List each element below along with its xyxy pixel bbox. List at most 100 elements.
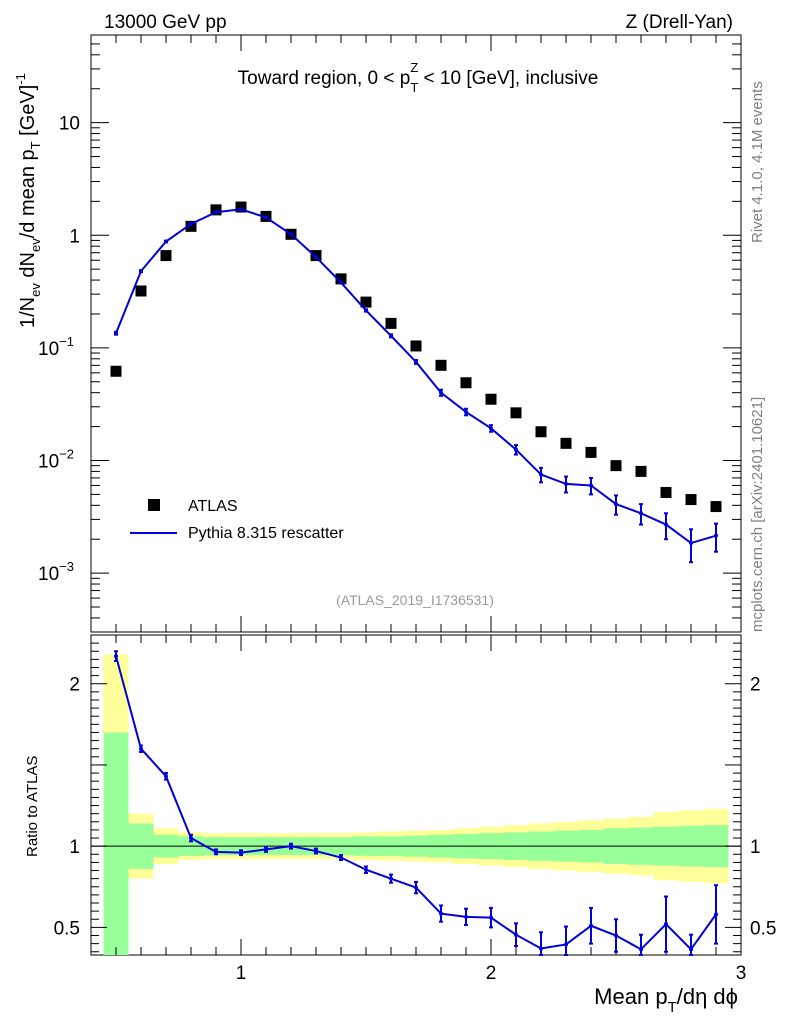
atlas-data-point	[410, 340, 422, 352]
ratio-point	[589, 923, 593, 928]
legend: ATLAS Pythia 8.315 rescatter	[130, 498, 344, 542]
pythia-point	[114, 331, 118, 336]
pythia-line	[115, 208, 717, 545]
ratio-point	[714, 912, 718, 917]
ratio-point	[664, 922, 668, 927]
ratio-point	[339, 855, 343, 860]
atlas-data-point	[610, 460, 622, 472]
atlas-data-point	[460, 377, 472, 389]
ratio-point	[289, 844, 293, 849]
atlas-data-point	[485, 393, 497, 405]
ratio-point	[314, 849, 318, 854]
atlas-data-point	[585, 446, 597, 458]
atlas-data-point	[635, 465, 647, 477]
ratio-point	[364, 867, 368, 872]
pythia-point	[439, 390, 443, 395]
pythia-point	[714, 533, 718, 538]
atlas-data-point	[335, 273, 347, 285]
pythia-point	[514, 447, 518, 452]
main-axes: 10 1 10−1 10−2 10−3	[38, 34, 742, 633]
pythia-point	[589, 483, 593, 488]
legend-atlas-marker	[148, 499, 160, 511]
atlas-data-point	[385, 317, 397, 329]
ratio-point	[689, 947, 693, 952]
title-part-2: < 10 [GeV], inclusive	[418, 68, 598, 89]
analysis-id: (ATLAS_2019_I1736531)	[336, 592, 494, 608]
atlas-data-point	[535, 426, 547, 438]
ratio-point	[439, 911, 443, 916]
ratio-y-tick-label-right: 0.5	[750, 918, 776, 939]
pythia-point	[314, 255, 318, 260]
ratio-axes: 1 2 3 0.5 0.5 1 1 2 2	[54, 634, 776, 984]
ratio-point	[539, 946, 543, 951]
ratio-y-tick-label: 1	[69, 837, 80, 858]
pythia-point	[564, 481, 568, 486]
ratio-point	[639, 947, 643, 952]
pythia-point	[289, 232, 293, 237]
pythia-point	[664, 522, 668, 527]
main-plot-frame	[90, 34, 742, 633]
ratio-point	[489, 915, 493, 920]
ratio-plot-frame	[90, 634, 742, 956]
ratio-point	[514, 932, 518, 937]
ratio-y-tick-label: 2	[69, 675, 80, 696]
pythia-point	[264, 215, 268, 220]
ratio-y-tick-label-right: 2	[750, 675, 761, 696]
pythia-point	[464, 409, 468, 414]
legend-atlas-label: ATLAS	[188, 498, 238, 515]
main-y-tick-label: 10	[59, 114, 80, 135]
pythia-point	[364, 308, 368, 313]
pythia-point	[389, 333, 393, 338]
ratio-point	[564, 942, 568, 947]
ratio-point	[139, 746, 143, 751]
ratio-point	[114, 654, 118, 659]
atlas-data-point	[360, 296, 372, 308]
atlas-data-point	[560, 437, 572, 449]
legend-pythia-label: Pythia 8.315 rescatter	[188, 525, 344, 542]
x-tick-label: 1	[236, 963, 247, 984]
title-part-1: Toward region, 0 < p	[238, 68, 411, 89]
main-y-label: 1/Nev dNev/d mean pT [GeV]-1	[13, 73, 43, 328]
ratio-point	[189, 836, 193, 841]
pythia-point	[689, 541, 693, 546]
rivet-label: Rivet 4.1.0, 4.1M events	[749, 81, 766, 243]
ratio-point	[464, 914, 468, 919]
main-y-tick-label: 1	[69, 226, 80, 247]
pythia-point	[339, 280, 343, 285]
header-energy: 13000 GeV pp	[104, 12, 227, 33]
atlas-data-point	[710, 501, 722, 513]
title-sub: T	[410, 80, 418, 95]
pythia-point	[189, 221, 193, 226]
pythia-point	[139, 269, 143, 274]
x-axis-label: Mean pT/dη dϕ	[594, 984, 738, 1016]
atlas-data-point	[510, 407, 522, 419]
pythia-point	[489, 426, 493, 431]
ratio-uncertainty-bands	[103, 654, 729, 955]
ratio-y-label: Ratio to ATLAS	[24, 756, 41, 857]
ratio-point	[389, 876, 393, 881]
green-band-bin	[103, 732, 129, 955]
main-title: Toward region, 0 < pTZ < 10 [GeV], inclu…	[238, 60, 599, 95]
atlas-data-point	[135, 285, 147, 297]
main-y-tick-label: 10−3	[38, 559, 74, 585]
ratio-data-marks	[114, 650, 718, 956]
header-process: Z (Drell-Yan)	[626, 12, 733, 33]
pythia-point	[614, 502, 618, 507]
main-y-tick-label: 10−1	[38, 334, 74, 360]
pythia-point	[414, 359, 418, 364]
pythia-point	[239, 207, 243, 212]
x-tick-label: 2	[486, 963, 497, 984]
ratio-y-tick-label-right: 1	[750, 837, 761, 858]
pythia-point	[539, 472, 543, 477]
pythia-point	[639, 511, 643, 516]
ratio-point	[164, 774, 168, 779]
ratio-point	[239, 850, 243, 855]
ratio-line	[115, 655, 717, 951]
ratio-y-tick-label: 0.5	[54, 918, 80, 939]
atlas-data-point	[660, 486, 672, 498]
ratio-point	[264, 847, 268, 852]
atlas-data-point	[685, 494, 697, 506]
atlas-data-point	[110, 365, 122, 377]
mcplots-label: mcplots.cern.ch [arXiv:2401.10621]	[749, 397, 766, 632]
